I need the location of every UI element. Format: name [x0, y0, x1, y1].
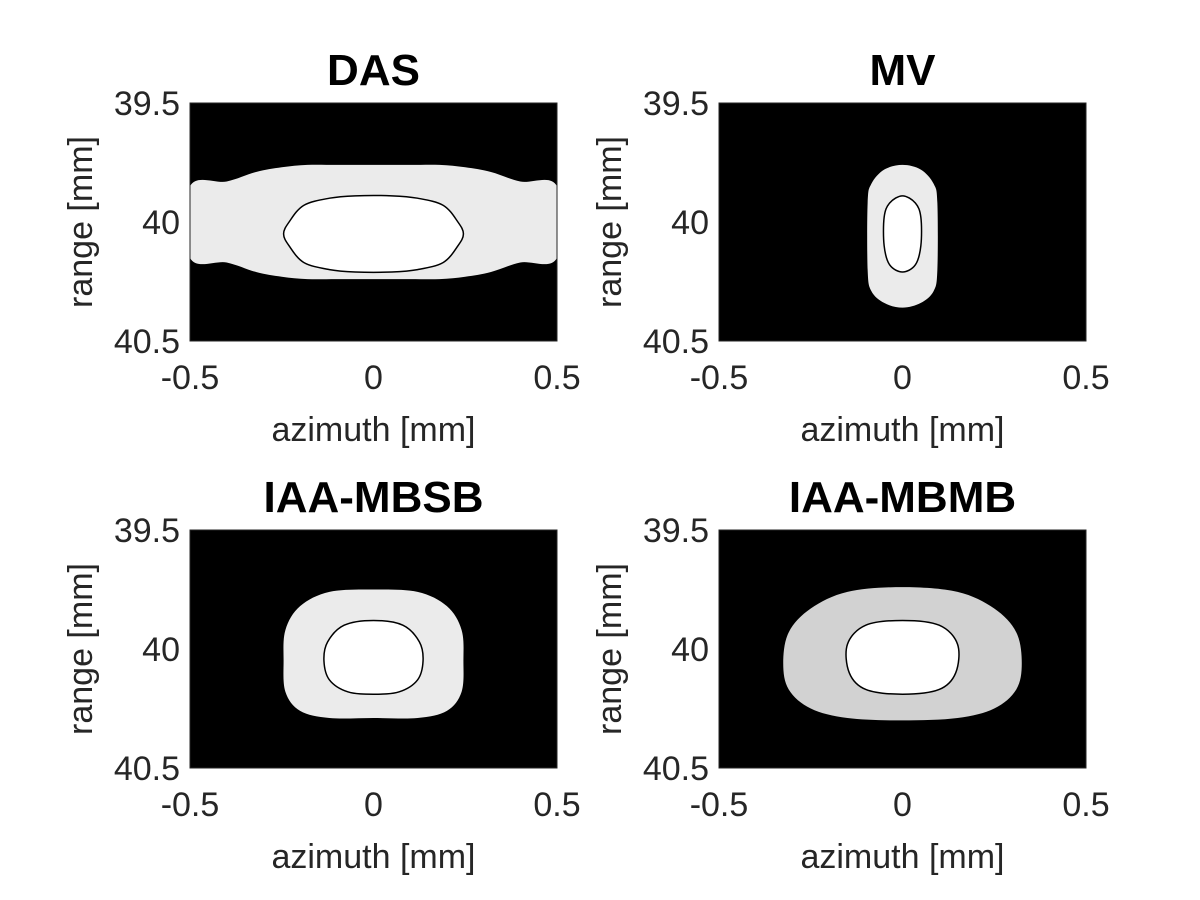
- contour-inner-region: [845, 619, 960, 695]
- panel-3: IAA-MBSB -0.5 0 0.5 39.5 40 40.5 azimuth [mm] ra…: [62, 473, 581, 876]
- y-axis-label: range [mm]: [62, 563, 100, 735]
- y-tick-label: 39.5: [643, 512, 709, 550]
- x-tick-label: -0.5: [161, 786, 220, 824]
- x-tick-label: -0.5: [161, 359, 220, 397]
- y-tick-label: 40: [671, 204, 709, 242]
- x-axis-label: azimuth [mm]: [271, 411, 475, 449]
- axes-box: [189, 102, 558, 342]
- x-axis-label: azimuth [mm]: [271, 838, 475, 876]
- y-tick-label: 40: [671, 631, 709, 669]
- contour-layer: [867, 164, 938, 308]
- chart-title: IAA-MBMB: [789, 473, 1016, 522]
- x-tick-label: 0: [893, 359, 912, 397]
- chart-title: MV: [870, 46, 937, 95]
- y-tick-label: 39.5: [114, 85, 180, 123]
- y-axis-label: range [mm]: [62, 136, 100, 308]
- y-tick-label: 39.5: [114, 512, 180, 550]
- x-tick-label: 0: [893, 786, 912, 824]
- y-tick-label: 40.5: [114, 323, 180, 361]
- y-tick-label: 40: [142, 631, 180, 669]
- axes-box: [189, 529, 558, 769]
- x-tick-label: 0.5: [533, 359, 580, 397]
- y-tick-label: 40.5: [643, 750, 709, 788]
- x-tick-label: -0.5: [690, 786, 749, 824]
- y-tick-label: 39.5: [643, 85, 709, 123]
- x-tick-label: 0.5: [1062, 786, 1109, 824]
- contour-layer: [283, 589, 464, 719]
- axes-box: [718, 102, 1087, 342]
- contour-inner-region: [882, 195, 923, 273]
- chart-title: IAA-MBSB: [264, 473, 484, 522]
- x-axis-label: azimuth [mm]: [800, 838, 1004, 876]
- x-tick-label: 0.5: [1062, 359, 1109, 397]
- contour-inner-region: [282, 194, 465, 274]
- contour-inner-region: [323, 619, 424, 695]
- y-axis-label: range [mm]: [591, 563, 629, 735]
- panel-4: IAA-MBMB -0.5 0 0.5 39.5 40 40.5 azimuth [mm] ra…: [591, 473, 1110, 876]
- panel-1: DAS -0.5 0 0.5 39.5 40 40.5 azimuth [mm] range […: [62, 46, 581, 449]
- x-tick-label: 0: [364, 359, 383, 397]
- contour-layer: [783, 587, 1022, 721]
- axes-box: [718, 529, 1087, 769]
- y-tick-label: 40: [142, 204, 180, 242]
- contour-layer: [190, 164, 557, 280]
- x-axis-label: azimuth [mm]: [800, 411, 1004, 449]
- y-tick-label: 40.5: [643, 323, 709, 361]
- chart-title: DAS: [327, 46, 420, 95]
- panel-2: MV -0.5 0 0.5 39.5 40 40.5 azimuth [mm] range [m…: [591, 46, 1110, 449]
- y-axis-label: range [mm]: [591, 136, 629, 308]
- x-tick-label: 0.5: [533, 786, 580, 824]
- x-tick-label: 0: [364, 786, 383, 824]
- y-tick-label: 40.5: [114, 750, 180, 788]
- x-tick-label: -0.5: [690, 359, 749, 397]
